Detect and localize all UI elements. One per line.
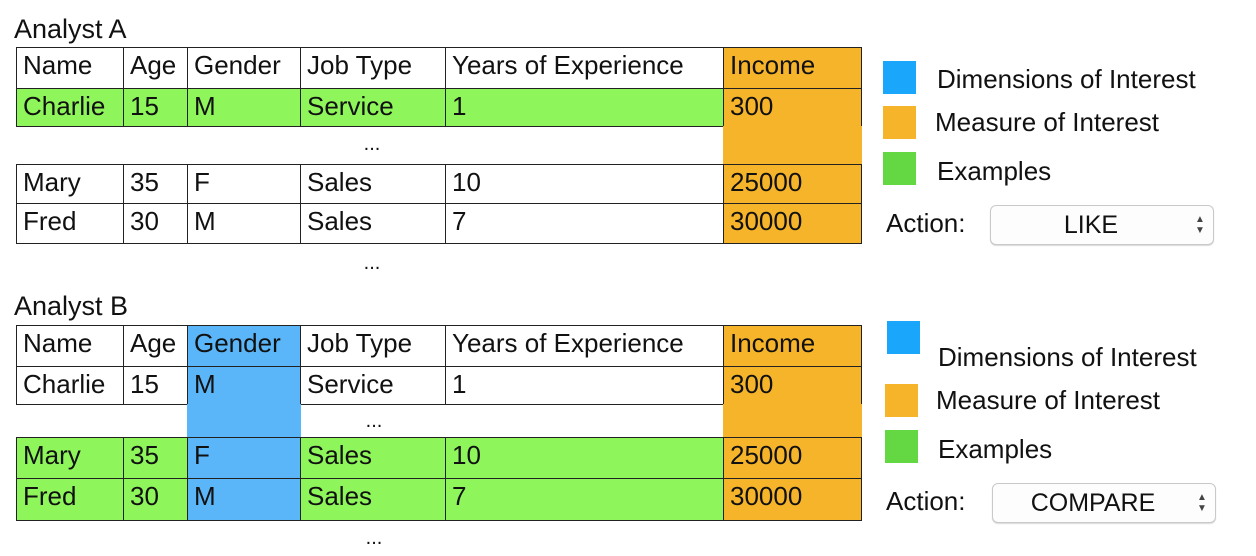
example-swatch [885, 430, 918, 463]
cell-job-type: Service [300, 366, 446, 405]
cell-years: 1 [445, 366, 724, 405]
header-age: Age [123, 325, 188, 367]
cell-income: 30000 [723, 478, 862, 521]
cell-age: 30 [123, 478, 188, 521]
cell-name: Fred [16, 478, 124, 521]
cell-gender: F [187, 437, 301, 479]
ellipsis: ... [365, 527, 383, 549]
header-age: Age [123, 47, 188, 89]
header-gender: Gender [187, 325, 301, 367]
cell-income: 25000 [723, 437, 862, 479]
cell-years: 7 [445, 203, 724, 244]
cell-income: 30000 [723, 203, 862, 244]
header-job-type: Job Type [300, 47, 446, 89]
header-job-type: Job Type [300, 325, 446, 367]
action-select-value: LIKE [1063, 211, 1119, 239]
measure-swatch [883, 106, 916, 139]
cell-years: 10 [445, 437, 724, 479]
action-select[interactable]: COMPARE ▲ ▼ [992, 483, 1216, 523]
cell-job-type: Service [300, 88, 446, 127]
cell-job-type: Sales [300, 203, 446, 244]
action-select-value: COMPARE [1030, 489, 1156, 517]
legend-dimensions: Dimensions of Interest [938, 342, 1197, 372]
cell-name: Fred [16, 203, 124, 244]
dimension-swatch [883, 61, 916, 94]
analyst-title: Analyst A [14, 14, 127, 44]
cell-age: 30 [123, 203, 188, 244]
cell-gender: M [187, 478, 301, 521]
ellipsis: ... [363, 252, 381, 274]
analyst-a-panel: Analyst A Name Age Gender Job Type Years… [14, 0, 1256, 278]
legend-examples: Examples [938, 434, 1053, 464]
header-income: Income [723, 47, 862, 89]
cell-age: 35 [123, 164, 188, 204]
cell-name: Charlie [16, 366, 124, 405]
cell-job-type: Sales [300, 437, 446, 479]
dimension-swatch [887, 321, 920, 354]
cell-income: 25000 [723, 164, 862, 204]
legend-dimensions: Dimensions of Interest [937, 64, 1196, 94]
ellipsis: ... [365, 410, 383, 432]
cell-job-type: Sales [300, 164, 446, 204]
cell-gender: M [187, 203, 301, 244]
ellipsis: ... [363, 133, 381, 155]
header-years: Years of Experience [445, 47, 724, 89]
cell-gender: M [187, 88, 301, 127]
header-gender: Gender [187, 47, 301, 89]
cell-age: 15 [123, 366, 188, 405]
cell-job-type: Sales [300, 478, 446, 521]
cell-income: 300 [723, 366, 862, 405]
cell-age: 15 [123, 88, 188, 127]
cell-age: 35 [123, 437, 188, 479]
measure-swatch [885, 384, 918, 417]
cell-name: Charlie [16, 88, 124, 127]
action-select[interactable]: LIKE ▲ ▼ [990, 205, 1214, 245]
cell-gender: F [187, 164, 301, 204]
legend-examples: Examples [937, 156, 1052, 186]
header-name: Name [16, 325, 124, 367]
cell-years: 7 [445, 478, 724, 521]
income-column-fill [723, 404, 862, 438]
income-column-fill [723, 126, 862, 165]
cell-gender: M [187, 366, 301, 405]
example-swatch [883, 152, 916, 185]
header-name: Name [16, 47, 124, 89]
header-income: Income [723, 325, 862, 367]
action-label: Action: [886, 486, 966, 516]
analyst-title: Analyst B [14, 291, 129, 321]
analyst-b-panel: Analyst B Name Age Gender Job Type Years… [14, 278, 1256, 556]
gender-column-fill [187, 404, 301, 438]
cell-name: Mary [16, 437, 124, 479]
header-years: Years of Experience [445, 325, 724, 367]
action-label: Action: [886, 208, 966, 238]
cell-income: 300 [723, 88, 862, 127]
cell-years: 10 [445, 164, 724, 204]
legend-measure: Measure of Interest [935, 107, 1159, 137]
legend-measure: Measure of Interest [936, 385, 1160, 415]
select-arrows-icon: ▲ ▼ [1195, 214, 1205, 236]
cell-name: Mary [16, 164, 124, 204]
cell-years: 1 [445, 88, 724, 127]
select-arrows-icon: ▲ ▼ [1197, 492, 1207, 514]
